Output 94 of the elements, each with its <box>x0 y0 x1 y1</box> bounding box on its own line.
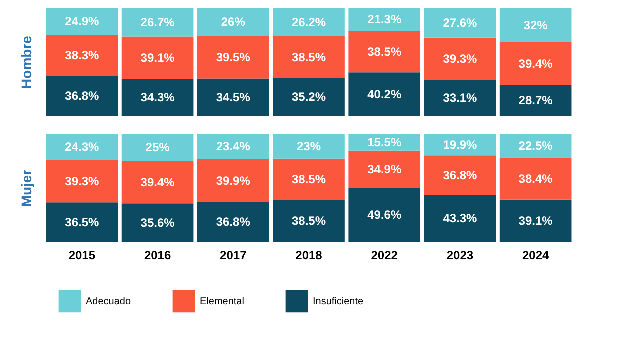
data-label: 25% <box>146 140 170 155</box>
bar <box>197 202 270 242</box>
data-label: 28.7% <box>518 94 554 108</box>
data-label: 39.1% <box>518 214 554 228</box>
data-label: 39.4% <box>140 175 176 190</box>
data-label: 19.9% <box>443 138 478 152</box>
data-label: 39.4% <box>518 56 554 71</box>
bar <box>46 202 118 242</box>
bar <box>500 42 572 86</box>
data-label: 39.3% <box>443 52 478 66</box>
data-label: 43.3% <box>443 212 478 226</box>
data-label: 36.5% <box>65 215 100 230</box>
data-label: 36.8% <box>443 168 478 182</box>
bar <box>348 72 421 116</box>
bar <box>197 8 270 36</box>
bar <box>273 158 345 200</box>
legend-label: Insuficiente <box>313 296 364 308</box>
x-tick-label: 2018 <box>296 248 323 262</box>
data-label: 40.2% <box>368 87 402 102</box>
bar <box>46 134 118 160</box>
bar <box>424 8 496 38</box>
bar <box>273 200 345 242</box>
bar <box>500 8 572 43</box>
data-label: 35.6% <box>140 216 176 230</box>
bar <box>273 36 345 78</box>
bar <box>424 80 496 116</box>
data-label: 26.7% <box>140 15 176 30</box>
y-axis-title: Mujer <box>18 169 34 208</box>
legend-label: Elemental <box>200 296 244 308</box>
data-label: 26% <box>221 15 246 30</box>
data-label: 38.5% <box>368 44 402 59</box>
bar <box>500 85 572 116</box>
x-tick-label: 2015 <box>68 248 96 262</box>
bar <box>273 8 345 36</box>
data-label: 38.3% <box>65 48 100 63</box>
x-tick-label: 2022 <box>371 248 398 262</box>
data-label: 24.9% <box>65 14 100 29</box>
bar <box>348 8 421 32</box>
data-label: 24.3% <box>65 140 100 154</box>
bar <box>273 78 345 116</box>
data-label: 38.5% <box>292 214 326 228</box>
bar <box>273 134 345 159</box>
bar <box>122 36 194 79</box>
data-label: 33.1% <box>443 91 478 106</box>
data-label: 38.5% <box>292 50 326 64</box>
data-label: 26.2% <box>292 15 326 30</box>
y-axis-title: Hombre <box>18 36 34 89</box>
bar <box>46 8 118 35</box>
legend-label: Adecuado <box>86 296 132 308</box>
x-tick-label: 2024 <box>522 248 550 262</box>
bar <box>500 158 572 200</box>
data-label: 23% <box>296 140 322 154</box>
bar <box>46 160 118 203</box>
bar <box>348 150 421 188</box>
data-label: 15.5% <box>368 135 402 150</box>
x-tick-label: 2016 <box>144 248 172 262</box>
bar <box>46 76 118 116</box>
bar <box>424 38 496 80</box>
data-label: 32% <box>524 18 548 32</box>
data-label: 36.8% <box>65 89 100 104</box>
bar <box>122 78 194 116</box>
bar <box>197 159 270 202</box>
bar <box>197 78 270 116</box>
data-label: 36.8% <box>216 215 251 230</box>
bar <box>424 156 496 196</box>
bar <box>122 161 194 204</box>
data-label: 39.9% <box>216 174 251 188</box>
data-label: 38.5% <box>292 172 326 187</box>
bar <box>500 134 572 158</box>
bar <box>122 8 194 37</box>
data-label: 22.5% <box>518 139 554 154</box>
data-label: 49.6% <box>368 208 402 222</box>
bar <box>122 204 194 242</box>
data-label: 34.3% <box>140 90 176 104</box>
data-label: 39.1% <box>140 50 176 65</box>
data-label: 23.4% <box>216 140 251 154</box>
bar <box>348 188 421 242</box>
x-tick-label: 2023 <box>446 248 474 262</box>
bar <box>348 31 421 73</box>
bar <box>197 36 270 79</box>
data-label: 27.6% <box>443 16 478 30</box>
data-label: 34.5% <box>216 90 251 104</box>
data-label: 21.3% <box>368 12 402 27</box>
bar <box>46 34 118 76</box>
data-label: 34.9% <box>368 162 402 177</box>
bar <box>424 195 496 242</box>
x-tick-label: 2017 <box>220 248 248 262</box>
data-label: 38.4% <box>518 172 554 186</box>
data-label: 35.2% <box>292 90 326 104</box>
bar <box>500 200 572 242</box>
bar <box>197 134 270 160</box>
data-label: 39.3% <box>65 174 100 188</box>
data-label: 39.5% <box>216 50 251 64</box>
bar <box>122 134 194 162</box>
